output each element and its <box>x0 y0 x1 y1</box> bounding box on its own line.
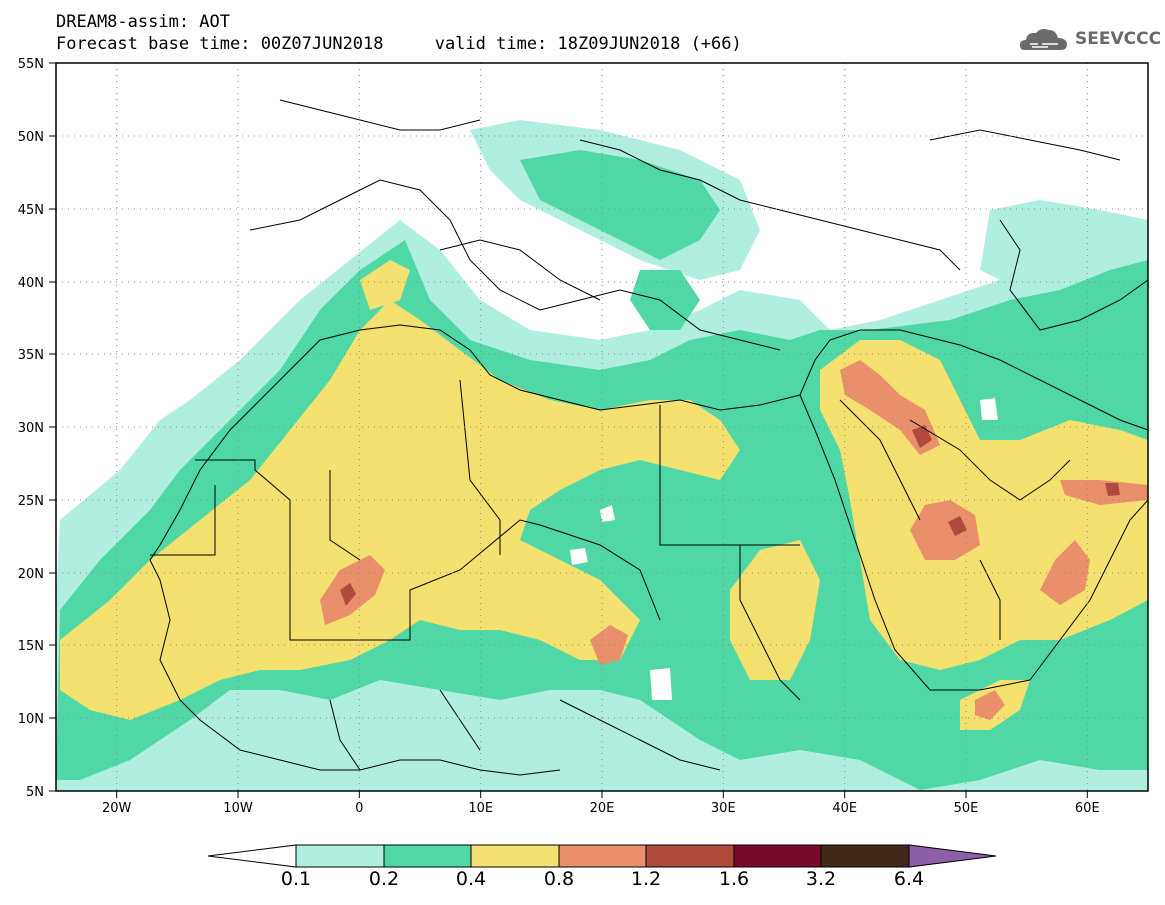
lon-tick-0: 0 <box>355 801 363 816</box>
lon-tick-40e: 40E <box>832 801 857 816</box>
colorbar-label-1.2: 1.2 <box>630 868 662 890</box>
colorbar-label-0.4: 0.4 <box>455 868 487 890</box>
lat-tick-15n: 15N <box>18 639 44 654</box>
lat-tick-20n: 20N <box>18 567 44 582</box>
colorbar-label-3.2: 3.2 <box>805 868 837 890</box>
colorbar-swatch-2 <box>383 844 472 868</box>
valid-time: valid time: 18Z09JUN2018 (+66) <box>434 34 742 54</box>
lat-tick-45n: 45N <box>18 203 44 218</box>
base-time: Forecast base time: 00Z07JUN2018 <box>56 34 384 54</box>
lon-tick-20w: 20W <box>102 801 132 816</box>
lat-tick-40n: 40N <box>18 276 44 291</box>
colorbar-label-1.6: 1.6 <box>718 868 750 890</box>
colorbar-label-6.4: 6.4 <box>893 868 925 890</box>
lon-tick-10w: 10W <box>223 801 253 816</box>
aot-field <box>56 63 1148 791</box>
forecast-times: Forecast base time: 00Z07JUN2018 valid t… <box>56 34 742 54</box>
lon-tick-30e: 30E <box>711 801 736 816</box>
lon-tick-10e: 10E <box>468 801 493 816</box>
colorbar <box>207 844 997 868</box>
lon-tick-60e: 60E <box>1075 801 1100 816</box>
colorbar-swatch-1 <box>295 844 385 868</box>
lat-tick-10n: 10N <box>18 712 44 727</box>
lat-tick-25n: 25N <box>18 494 44 509</box>
colorbar-label-0.8: 0.8 <box>543 868 575 890</box>
colorbar-swatch-3 <box>470 844 560 868</box>
colorbar-swatch-6 <box>733 844 822 868</box>
colorbar-high-arrow <box>908 844 997 868</box>
colorbar-swatch-4 <box>558 844 647 868</box>
colorbar-swatch-5 <box>645 844 735 868</box>
colorbar-low-arrow <box>207 844 297 868</box>
colorbar-label-0.1: 0.1 <box>280 868 312 890</box>
lat-tick-30n: 30N <box>18 421 44 436</box>
lat-tick-50n: 50N <box>18 130 44 145</box>
logo-text: SEEVCCC <box>1075 29 1162 49</box>
lon-tick-20e: 20E <box>590 801 615 816</box>
map-title: DREAM8-assim: AOT <box>56 12 230 32</box>
lat-tick-5n: 5N <box>26 785 44 800</box>
colorbar-swatch-7 <box>820 844 910 868</box>
colorbar-label-0.2: 0.2 <box>368 868 400 890</box>
lat-tick-35n: 35N <box>18 348 44 363</box>
lat-tick-55n: 55N <box>18 57 44 72</box>
lon-tick-50e: 50E <box>954 801 979 816</box>
cloud-icon <box>1020 29 1067 50</box>
